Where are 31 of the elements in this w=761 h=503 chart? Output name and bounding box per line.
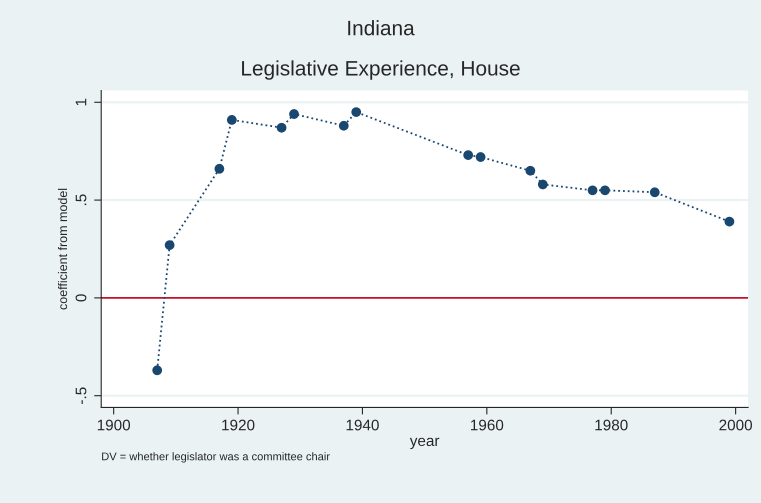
x-tick-label: 1900 [98, 420, 130, 430]
point [276, 122, 286, 133]
point [214, 164, 224, 174]
point [338, 120, 349, 131]
point [588, 185, 598, 196]
text: DV = whether legislator was a committee chair [102, 452, 330, 463]
chart-subtitle: Legislative Experience, House [242, 60, 520, 80]
y-tick-label: 1 [76, 98, 86, 106]
x-tick-label: 1980 [595, 420, 628, 430]
x-axis-title: year [410, 438, 440, 450]
point [164, 240, 174, 250]
x-tick-label: 1920 [222, 420, 254, 430]
x-tick-label: 1940 [346, 420, 379, 430]
point [538, 180, 548, 190]
point [152, 365, 162, 376]
point [463, 150, 474, 160]
point [724, 216, 734, 226]
point [600, 185, 610, 196]
y-tick-label: 0 [76, 294, 86, 302]
point [526, 166, 536, 176]
point [650, 187, 660, 198]
point [476, 152, 486, 162]
chart-title: Indiana [348, 20, 415, 36]
y-tick-label: -.5 [76, 387, 86, 404]
point [226, 115, 237, 125]
y-axis-title: coefficient from model [58, 188, 68, 310]
y-tick-label: .5 [76, 194, 86, 206]
point [289, 109, 299, 119]
x-tick-label: 1960 [471, 420, 504, 430]
point [351, 107, 362, 117]
x-tick-label: 2000 [719, 420, 752, 430]
